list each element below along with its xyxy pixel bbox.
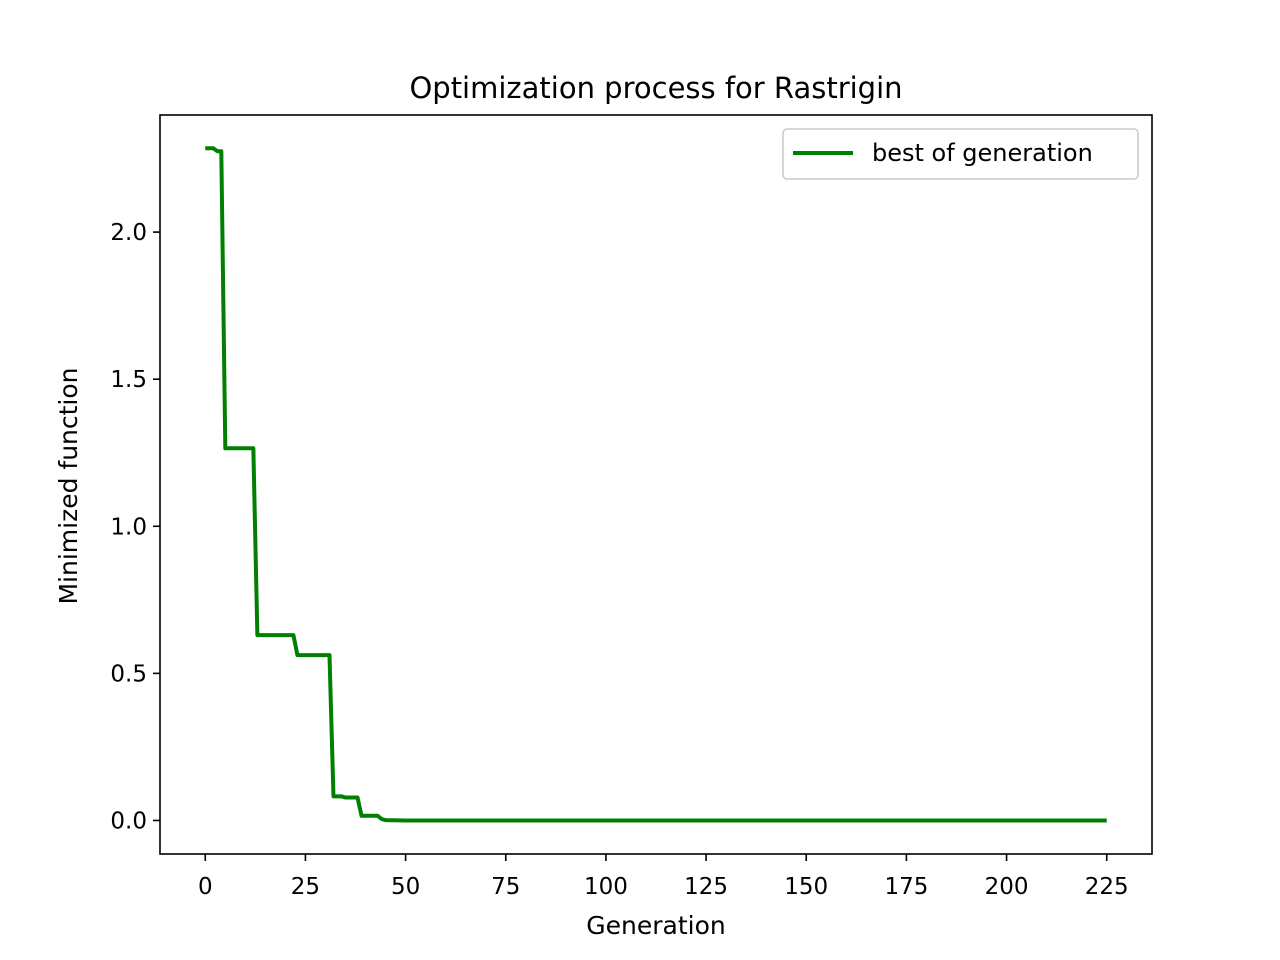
x-tick-label: 75 — [491, 874, 520, 900]
x-tick-label: 175 — [884, 874, 928, 900]
legend: best of generation — [782, 128, 1139, 180]
x-tick-label: 100 — [584, 874, 628, 900]
x-axis: 0 25 50 75 100 125 150 175 200 225 — [198, 854, 1129, 900]
chart-title: Optimization process for Rastrigin — [409, 71, 902, 105]
y-axis-title: Minimized function — [54, 367, 83, 604]
y-axis: 0.0 0.5 1.0 1.5 2.0 — [110, 220, 160, 834]
x-tick-label: 225 — [1085, 874, 1129, 900]
x-tick-label: 50 — [391, 874, 420, 900]
x-axis-title: Generation — [586, 911, 725, 940]
x-tick-label: 125 — [684, 874, 728, 900]
plot-area — [159, 114, 1153, 855]
y-tick-label: 1.5 — [110, 367, 147, 393]
x-tick-label: 0 — [198, 874, 213, 900]
y-tick-label: 1.0 — [110, 514, 147, 540]
x-tick-label: 150 — [784, 874, 828, 900]
y-tick-label: 2.0 — [110, 220, 147, 246]
series-line-best-of-generation — [205, 146, 1107, 823]
x-tick-label: 200 — [985, 874, 1029, 900]
x-tick-label: 25 — [291, 874, 320, 900]
y-tick-label: 0.5 — [110, 661, 147, 687]
legend-label: best of generation — [872, 139, 1093, 167]
y-tick-label: 0.0 — [110, 808, 147, 834]
legend-box — [782, 128, 1139, 180]
